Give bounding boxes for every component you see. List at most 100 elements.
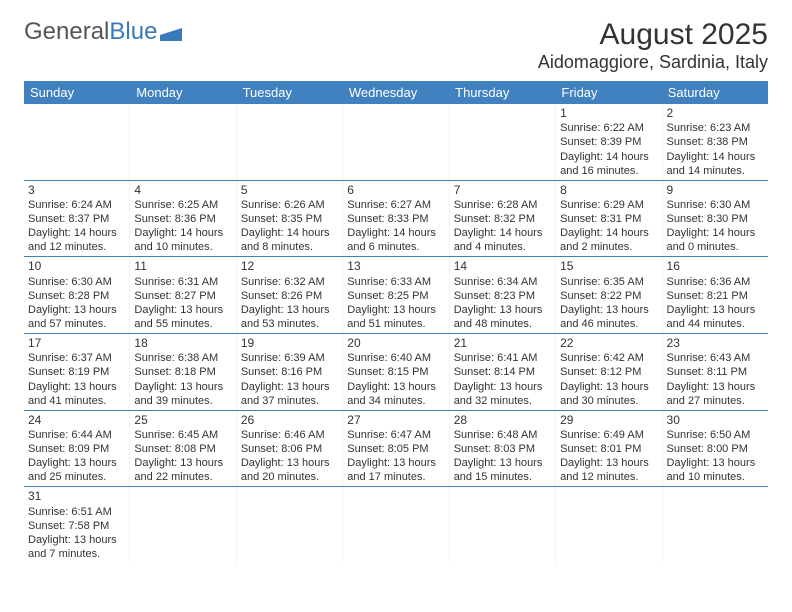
day-cell: [343, 104, 449, 180]
sunset-text: Sunset: 8:06 PM: [241, 442, 338, 456]
day-cell: 4Sunrise: 6:25 AMSunset: 8:36 PMDaylight…: [130, 181, 236, 257]
day-cell: [450, 487, 556, 563]
daylight-text: Daylight: 13 hours and 12 minutes.: [560, 456, 657, 484]
sunset-text: Sunset: 8:38 PM: [667, 135, 764, 149]
daylight-text: Daylight: 13 hours and 44 minutes.: [667, 303, 764, 331]
sunset-text: Sunset: 8:21 PM: [667, 289, 764, 303]
day-number: 27: [347, 413, 444, 428]
day-number: 18: [134, 336, 231, 351]
sunrise-text: Sunrise: 6:50 AM: [667, 428, 764, 442]
day-cell: [450, 104, 556, 180]
week-row: 3Sunrise: 6:24 AMSunset: 8:37 PMDaylight…: [24, 181, 768, 258]
day-cell: 14Sunrise: 6:34 AMSunset: 8:23 PMDayligh…: [450, 257, 556, 333]
day-cell: 11Sunrise: 6:31 AMSunset: 8:27 PMDayligh…: [130, 257, 236, 333]
sunrise-text: Sunrise: 6:34 AM: [454, 275, 551, 289]
daylight-text: Daylight: 13 hours and 20 minutes.: [241, 456, 338, 484]
daylight-text: Daylight: 14 hours and 2 minutes.: [560, 226, 657, 254]
sunset-text: Sunset: 8:35 PM: [241, 212, 338, 226]
daylight-text: Daylight: 13 hours and 39 minutes.: [134, 380, 231, 408]
weekday-header: Monday: [130, 81, 236, 104]
day-cell: 24Sunrise: 6:44 AMSunset: 8:09 PMDayligh…: [24, 411, 130, 487]
sunset-text: Sunset: 8:28 PM: [28, 289, 125, 303]
logo-text-gray: General: [24, 18, 109, 46]
daylight-text: Daylight: 13 hours and 7 minutes.: [28, 533, 125, 561]
day-number: 25: [134, 413, 231, 428]
day-cell: 27Sunrise: 6:47 AMSunset: 8:05 PMDayligh…: [343, 411, 449, 487]
day-cell: 23Sunrise: 6:43 AMSunset: 8:11 PMDayligh…: [663, 334, 768, 410]
daylight-text: Daylight: 14 hours and 16 minutes.: [560, 150, 657, 178]
sunset-text: Sunset: 8:16 PM: [241, 365, 338, 379]
daylight-text: Daylight: 13 hours and 10 minutes.: [667, 456, 764, 484]
week-row: 1Sunrise: 6:22 AMSunset: 8:39 PMDaylight…: [24, 104, 768, 181]
daylight-text: Daylight: 13 hours and 34 minutes.: [347, 380, 444, 408]
sunrise-text: Sunrise: 6:40 AM: [347, 351, 444, 365]
daylight-text: Daylight: 14 hours and 6 minutes.: [347, 226, 444, 254]
day-cell: 26Sunrise: 6:46 AMSunset: 8:06 PMDayligh…: [237, 411, 343, 487]
day-cell: 28Sunrise: 6:48 AMSunset: 8:03 PMDayligh…: [450, 411, 556, 487]
weekday-header: Saturday: [662, 81, 768, 104]
sunrise-text: Sunrise: 6:28 AM: [454, 198, 551, 212]
sunrise-text: Sunrise: 6:38 AM: [134, 351, 231, 365]
sunset-text: Sunset: 8:23 PM: [454, 289, 551, 303]
weekday-header: Wednesday: [343, 81, 449, 104]
sunset-text: Sunset: 7:58 PM: [28, 519, 125, 533]
sunset-text: Sunset: 8:33 PM: [347, 212, 444, 226]
week-row: 24Sunrise: 6:44 AMSunset: 8:09 PMDayligh…: [24, 411, 768, 488]
day-number: 23: [667, 336, 764, 351]
day-number: 28: [454, 413, 551, 428]
sunset-text: Sunset: 8:31 PM: [560, 212, 657, 226]
sunset-text: Sunset: 8:19 PM: [28, 365, 125, 379]
day-cell: 1Sunrise: 6:22 AMSunset: 8:39 PMDaylight…: [556, 104, 662, 180]
day-number: 12: [241, 259, 338, 274]
logo-text-blue: Blue: [109, 18, 157, 46]
day-cell: [237, 104, 343, 180]
sunset-text: Sunset: 8:09 PM: [28, 442, 125, 456]
daylight-text: Daylight: 13 hours and 41 minutes.: [28, 380, 125, 408]
day-cell: 19Sunrise: 6:39 AMSunset: 8:16 PMDayligh…: [237, 334, 343, 410]
day-cell: 6Sunrise: 6:27 AMSunset: 8:33 PMDaylight…: [343, 181, 449, 257]
day-cell: 2Sunrise: 6:23 AMSunset: 8:38 PMDaylight…: [663, 104, 768, 180]
day-cell: 8Sunrise: 6:29 AMSunset: 8:31 PMDaylight…: [556, 181, 662, 257]
sunset-text: Sunset: 8:37 PM: [28, 212, 125, 226]
month-title: August 2025: [538, 18, 768, 52]
sunrise-text: Sunrise: 6:46 AM: [241, 428, 338, 442]
sunset-text: Sunset: 8:32 PM: [454, 212, 551, 226]
day-number: 22: [560, 336, 657, 351]
weekday-header: Tuesday: [237, 81, 343, 104]
location-subtitle: Aidomaggiore, Sardinia, Italy: [538, 52, 768, 73]
sunrise-text: Sunrise: 6:27 AM: [347, 198, 444, 212]
sunrise-text: Sunrise: 6:45 AM: [134, 428, 231, 442]
sunrise-text: Sunrise: 6:26 AM: [241, 198, 338, 212]
sunset-text: Sunset: 8:00 PM: [667, 442, 764, 456]
sunset-text: Sunset: 8:22 PM: [560, 289, 657, 303]
sunrise-text: Sunrise: 6:33 AM: [347, 275, 444, 289]
daylight-text: Daylight: 13 hours and 17 minutes.: [347, 456, 444, 484]
day-cell: 16Sunrise: 6:36 AMSunset: 8:21 PMDayligh…: [663, 257, 768, 333]
daylight-text: Daylight: 13 hours and 48 minutes.: [454, 303, 551, 331]
weekday-header-row: SundayMondayTuesdayWednesdayThursdayFrid…: [24, 81, 768, 104]
day-number: 9: [667, 183, 764, 198]
daylight-text: Daylight: 14 hours and 10 minutes.: [134, 226, 231, 254]
sunrise-text: Sunrise: 6:30 AM: [28, 275, 125, 289]
day-cell: 20Sunrise: 6:40 AMSunset: 8:15 PMDayligh…: [343, 334, 449, 410]
sunrise-text: Sunrise: 6:25 AM: [134, 198, 231, 212]
daylight-text: Daylight: 13 hours and 25 minutes.: [28, 456, 125, 484]
day-number: 14: [454, 259, 551, 274]
weekday-header: Sunday: [24, 81, 130, 104]
day-cell: [663, 487, 768, 563]
day-number: 7: [454, 183, 551, 198]
day-cell: 7Sunrise: 6:28 AMSunset: 8:32 PMDaylight…: [450, 181, 556, 257]
daylight-text: Daylight: 13 hours and 53 minutes.: [241, 303, 338, 331]
sunrise-text: Sunrise: 6:39 AM: [241, 351, 338, 365]
day-number: 10: [28, 259, 125, 274]
day-cell: 31Sunrise: 6:51 AMSunset: 7:58 PMDayligh…: [24, 487, 130, 563]
sunrise-text: Sunrise: 6:22 AM: [560, 121, 657, 135]
sunrise-text: Sunrise: 6:32 AM: [241, 275, 338, 289]
sunset-text: Sunset: 8:01 PM: [560, 442, 657, 456]
day-number: 11: [134, 259, 231, 274]
day-cell: [130, 104, 236, 180]
daylight-text: Daylight: 14 hours and 4 minutes.: [454, 226, 551, 254]
day-cell: 3Sunrise: 6:24 AMSunset: 8:37 PMDaylight…: [24, 181, 130, 257]
daylight-text: Daylight: 14 hours and 14 minutes.: [667, 150, 764, 178]
week-row: 17Sunrise: 6:37 AMSunset: 8:19 PMDayligh…: [24, 334, 768, 411]
